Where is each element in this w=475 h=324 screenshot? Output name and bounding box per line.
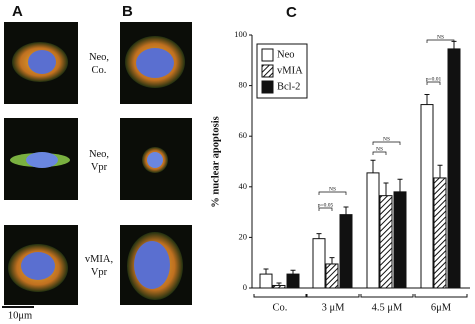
bar bbox=[272, 284, 286, 289]
sig-label: NS bbox=[329, 186, 336, 192]
error-bar bbox=[343, 206, 349, 215]
x-tick-label: 4.5 μM bbox=[372, 302, 403, 313]
row-label: Co. bbox=[92, 65, 107, 76]
panel-label: A bbox=[12, 3, 23, 20]
legend-label: Neo bbox=[277, 49, 295, 60]
bar bbox=[420, 104, 434, 289]
sig-bracket bbox=[318, 191, 347, 195]
legend-swatch bbox=[261, 48, 274, 62]
y-tick-label: 100 bbox=[234, 29, 247, 39]
x-bracket bbox=[306, 294, 360, 298]
scale-label: 10μm bbox=[8, 310, 32, 321]
bar bbox=[366, 172, 380, 289]
y-tick-label: 20 bbox=[239, 231, 248, 241]
error-bar bbox=[397, 178, 403, 192]
sig-label: NS bbox=[383, 136, 390, 142]
row-label: Neo, bbox=[89, 149, 109, 160]
sig-bracket bbox=[372, 141, 401, 145]
x-tick-label: Co. bbox=[273, 302, 288, 313]
error-bar bbox=[263, 268, 269, 275]
sig-label: p=0.05 bbox=[318, 202, 334, 208]
bar bbox=[379, 195, 393, 289]
error-bar bbox=[424, 93, 430, 105]
error-bar bbox=[370, 159, 376, 173]
y-tick-label: 40 bbox=[239, 181, 248, 191]
y-tick-label: 60 bbox=[239, 130, 248, 140]
x-bracket bbox=[414, 294, 468, 298]
row-label: Vpr bbox=[91, 162, 108, 173]
row-label: Neo, bbox=[89, 52, 109, 63]
sig-bracket bbox=[426, 81, 441, 85]
bar bbox=[286, 273, 300, 289]
error-bar bbox=[316, 233, 322, 239]
bar bbox=[393, 191, 407, 289]
sig-label: NS bbox=[376, 146, 383, 152]
sig-bracket bbox=[318, 207, 333, 211]
bar bbox=[259, 273, 273, 289]
error-bar bbox=[437, 164, 443, 178]
y-tick-label: 80 bbox=[239, 80, 248, 90]
error-bar bbox=[383, 182, 389, 196]
x-bracket bbox=[253, 294, 307, 298]
bar bbox=[312, 238, 326, 289]
y-tick-label: 0 bbox=[243, 282, 247, 292]
x-bracket bbox=[360, 294, 414, 298]
panel-label: C bbox=[286, 4, 297, 21]
sig-bracket bbox=[372, 151, 387, 155]
sig-bracket bbox=[426, 39, 455, 43]
panel-label: B bbox=[122, 3, 133, 20]
error-bar bbox=[290, 269, 296, 275]
x-tick-label: 3 μM bbox=[322, 302, 346, 313]
legend-swatch bbox=[261, 64, 274, 78]
legend-label: vMIA bbox=[277, 65, 303, 76]
sig-label: NS bbox=[437, 34, 444, 40]
bar bbox=[433, 177, 447, 289]
row-label: Vpr bbox=[91, 267, 108, 278]
x-tick-label: 6μM bbox=[431, 302, 452, 313]
y-axis-label: % nuclear apoptosis bbox=[210, 116, 221, 207]
legend-label: Bcl-2 bbox=[277, 81, 300, 92]
micrographs bbox=[2, 22, 192, 308]
bar bbox=[447, 48, 461, 289]
sig-label: p=0.01 bbox=[426, 76, 442, 82]
error-bar bbox=[329, 257, 335, 264]
row-label: vMIA, bbox=[85, 254, 113, 265]
bar bbox=[325, 263, 339, 289]
error-bar bbox=[276, 282, 282, 286]
legend-swatch bbox=[261, 80, 274, 94]
bar bbox=[339, 214, 353, 289]
